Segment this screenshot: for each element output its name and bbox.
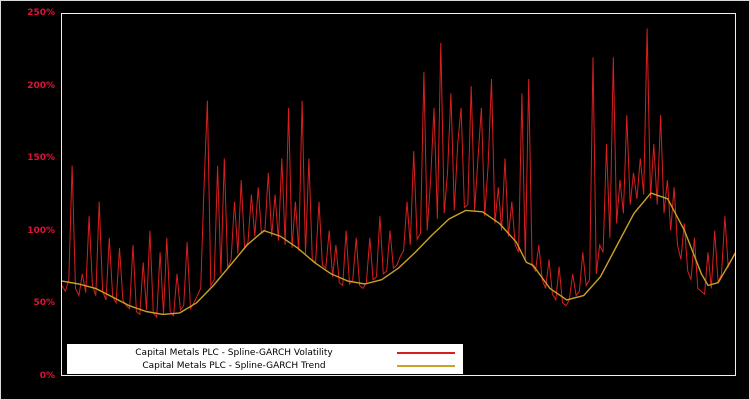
y-tick-label: 0% xyxy=(39,371,55,381)
legend-line-volatility-icon xyxy=(397,351,455,354)
y-tick-label: 200% xyxy=(27,81,55,91)
plot-area xyxy=(61,13,736,376)
legend-label-volatility: Capital Metals PLC - Spline-GARCH Volati… xyxy=(135,347,333,358)
plot-svg xyxy=(62,28,735,319)
legend-line-trend-icon xyxy=(397,364,455,367)
volatility-series-line xyxy=(62,28,735,319)
legend-label-trend: Capital Metals PLC - Spline-GARCH Trend xyxy=(142,360,326,371)
y-tick-label: 250% xyxy=(27,8,55,18)
trend-series-line xyxy=(62,192,735,316)
legend-item-trend: Capital Metals PLC - Spline-GARCH Trend xyxy=(75,359,455,372)
y-tick-label: 150% xyxy=(27,153,55,163)
legend-item-volatility: Capital Metals PLC - Spline-GARCH Volati… xyxy=(75,346,455,359)
y-tick-label: 100% xyxy=(27,226,55,236)
y-tick-label: 50% xyxy=(33,298,55,308)
legend: Capital Metals PLC - Spline-GARCH Volati… xyxy=(67,344,463,374)
